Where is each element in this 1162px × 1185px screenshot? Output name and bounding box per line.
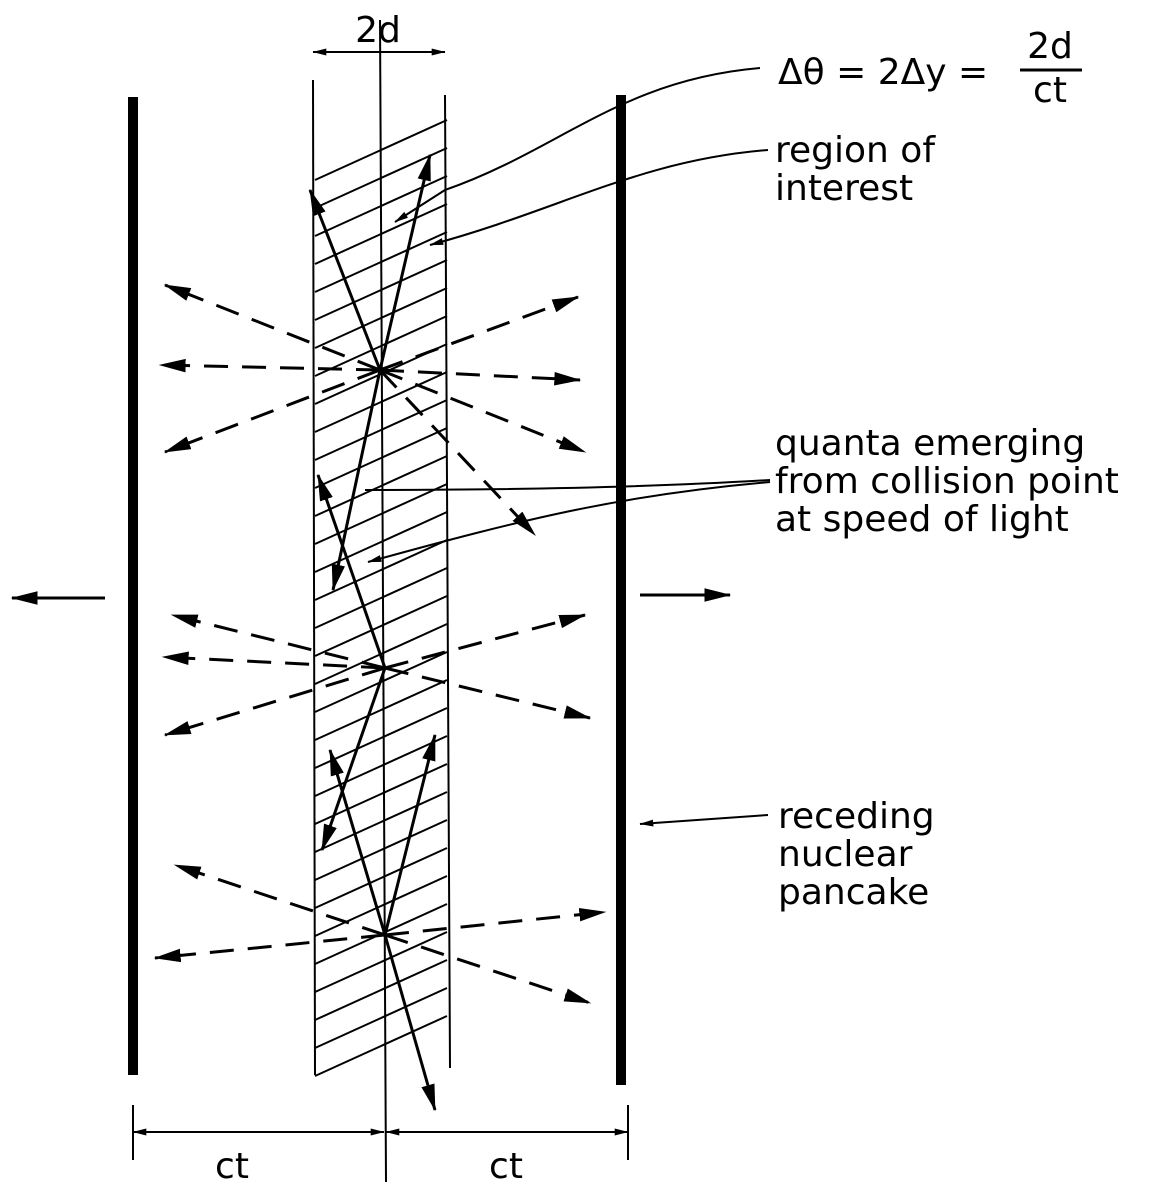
hatch-line bbox=[314, 539, 448, 601]
hatch-line bbox=[314, 455, 448, 517]
label-line: quanta emerging bbox=[775, 423, 1085, 464]
formula-numerator: 2d bbox=[1027, 26, 1073, 67]
hatch-line bbox=[314, 287, 448, 349]
hatch-line bbox=[314, 847, 448, 909]
label-region: region of interest bbox=[775, 130, 936, 209]
leader-line bbox=[364, 479, 771, 491]
quantum-arrow bbox=[383, 934, 437, 1112]
hatch-line bbox=[314, 1015, 448, 1077]
leader-line bbox=[367, 481, 771, 563]
quantum-arrow-dashed bbox=[173, 863, 386, 937]
quantum-arrow-dashed bbox=[379, 295, 580, 372]
hatch-line bbox=[314, 679, 448, 741]
hatch-line bbox=[314, 959, 448, 1021]
center-axis bbox=[379, 19, 387, 1183]
labels: region of interest quanta emerging from col… bbox=[775, 130, 1119, 913]
quantum-arrow bbox=[320, 667, 387, 852]
dimension-label: 2d bbox=[355, 10, 401, 51]
hatch-line bbox=[314, 483, 448, 545]
quantum-arrow bbox=[316, 473, 387, 669]
hatch-line bbox=[314, 791, 448, 853]
label-line: at speed of light bbox=[775, 499, 1069, 540]
quantum-arrow-dashed bbox=[378, 368, 537, 537]
quantum-arrow-dashed bbox=[153, 933, 386, 963]
quantum-arrow-dashed bbox=[163, 368, 381, 454]
hatch-line bbox=[314, 567, 448, 629]
quantum-arrow-dashed bbox=[384, 613, 587, 670]
hatch-line bbox=[314, 987, 448, 1049]
label-pancake: receding nuclear pancake bbox=[778, 796, 935, 913]
hatch-line bbox=[314, 595, 448, 657]
label-line: pancake bbox=[778, 872, 929, 913]
quantum-arrow-dashed bbox=[384, 907, 607, 937]
quantum-arrow-dashed bbox=[163, 666, 386, 737]
label-line: region of bbox=[775, 130, 936, 171]
hatch-line bbox=[314, 931, 448, 993]
quantum-arrow bbox=[331, 369, 382, 592]
hatch-line bbox=[314, 203, 448, 265]
leader-line bbox=[444, 67, 761, 191]
quantum-arrow bbox=[308, 188, 382, 371]
leader-line bbox=[429, 149, 769, 246]
quantum-arrow bbox=[383, 733, 437, 936]
hatch-line bbox=[314, 231, 448, 293]
hatch-line bbox=[314, 707, 448, 769]
dimension-label: ct bbox=[489, 1146, 523, 1185]
right-boundary bbox=[444, 94, 451, 1069]
hatch-line bbox=[314, 399, 448, 461]
quantum-arrow-dashed bbox=[170, 613, 386, 670]
label-line: interest bbox=[775, 168, 913, 209]
hatch-line bbox=[314, 175, 448, 237]
hatch-line bbox=[314, 371, 448, 433]
label-line: from collision point bbox=[775, 461, 1119, 502]
formula-denominator: ct bbox=[1033, 70, 1067, 111]
quantum-arrow bbox=[328, 748, 387, 936]
hatch-line bbox=[314, 259, 448, 321]
left-boundary bbox=[312, 79, 316, 1076]
leader-line bbox=[639, 814, 769, 827]
label-line: receding bbox=[778, 796, 935, 837]
hatch-line bbox=[314, 315, 448, 377]
quantum-arrow-dashed bbox=[379, 368, 587, 454]
leader-arrow bbox=[394, 189, 446, 223]
quantum-arrow-dashed bbox=[379, 368, 582, 386]
hatch-line bbox=[314, 511, 448, 573]
hatch-line bbox=[314, 875, 448, 937]
quantum-arrow-dashed bbox=[158, 358, 381, 373]
label-line: nuclear bbox=[778, 834, 913, 875]
dimension-label: ct bbox=[215, 1146, 249, 1185]
formula-lhs: Δθ = 2Δy = bbox=[778, 52, 988, 93]
structure bbox=[10, 19, 771, 1183]
label-quanta: quanta emerging from collision point at sp… bbox=[775, 423, 1119, 540]
hatch-line bbox=[314, 119, 448, 181]
quantum-arrow-dashed bbox=[163, 283, 381, 372]
hatch-line bbox=[314, 819, 448, 881]
quantum-arrow bbox=[378, 153, 432, 371]
quantum-arrow-dashed bbox=[384, 666, 592, 720]
hatch-line bbox=[314, 427, 448, 489]
